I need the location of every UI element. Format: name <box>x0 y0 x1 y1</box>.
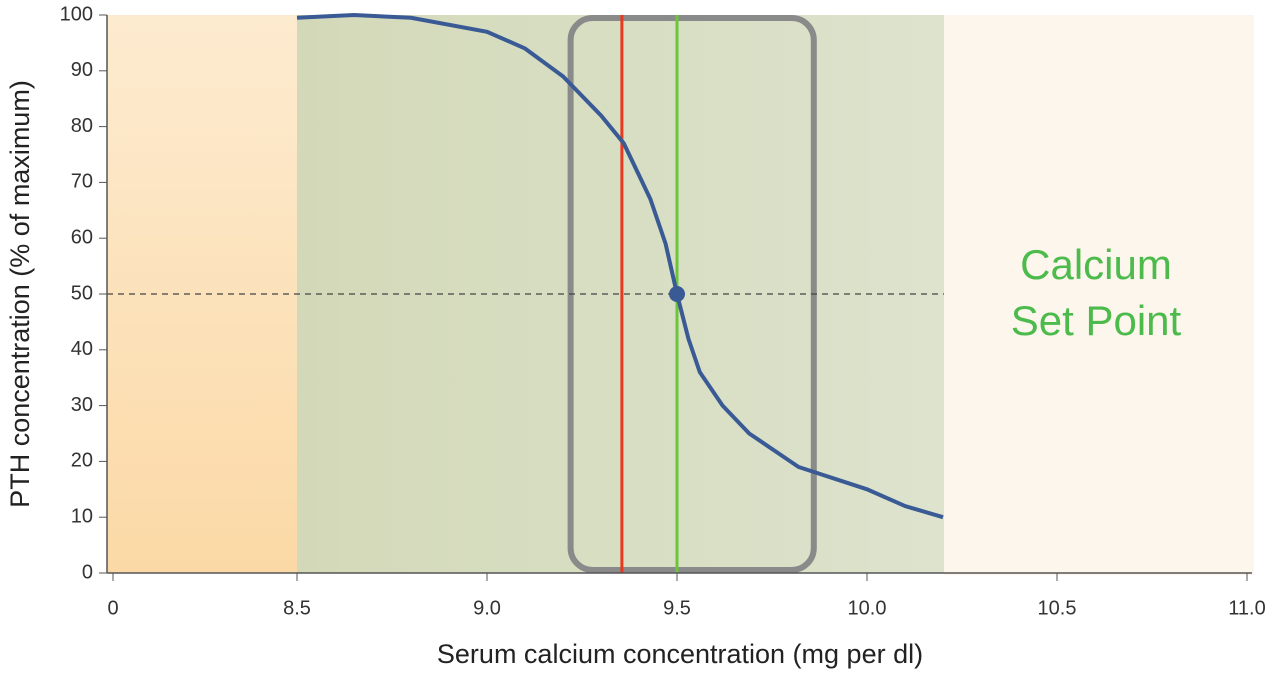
y-tick-label: 50 <box>71 282 93 304</box>
curve <box>296 12 944 520</box>
set-point-marker <box>669 286 685 302</box>
y-tick-label: 80 <box>71 115 93 137</box>
x-axis-label: Serum calcium concentration (mg per dl) <box>437 639 923 669</box>
x-tick-label: 9.0 <box>473 597 501 619</box>
cream-region <box>944 15 1254 575</box>
y-tick-label: 70 <box>71 171 93 193</box>
x-tick-label: 8.5 <box>283 597 311 619</box>
x-tick-label: 10.5 <box>1038 597 1077 619</box>
y-tick-label: 10 <box>71 505 93 527</box>
y-tick-label: 20 <box>71 450 93 472</box>
y-tick-label: 60 <box>71 226 93 248</box>
y-tick-label: 90 <box>71 59 93 81</box>
orange-region <box>107 15 297 573</box>
y-tick-label: 30 <box>71 394 93 416</box>
annotation: Calcium <box>1020 241 1172 288</box>
annotation: Set Point <box>1011 297 1182 344</box>
y-tick-label: 0 <box>82 561 93 583</box>
x-tick-label: 9.5 <box>663 597 691 619</box>
x-tick-label: 11.0 <box>1228 597 1265 619</box>
y-axis-label: PTH concentration (% of maximum) <box>5 80 35 508</box>
y-tick-label: 100 <box>60 3 93 25</box>
x-tick-label: 10.0 <box>848 597 887 619</box>
y-tick-label: 40 <box>71 338 93 360</box>
x-tick-label: 0 <box>107 597 118 619</box>
